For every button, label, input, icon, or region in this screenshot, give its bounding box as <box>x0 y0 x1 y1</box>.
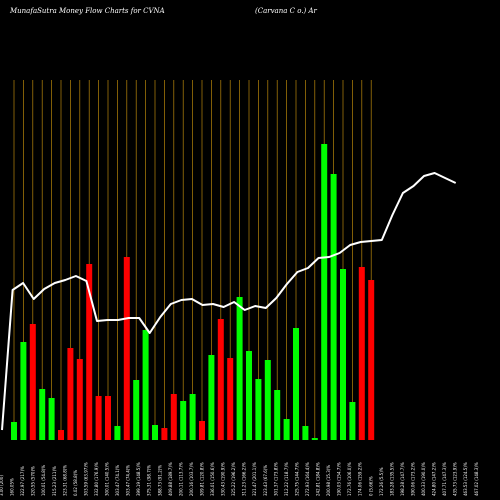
money-inflow-bar <box>340 269 346 440</box>
x-tick-label: 174.06 (159.2)% <box>358 462 363 496</box>
x-tick-label: 172.26 (5.5)% <box>379 467 384 496</box>
x-tick-label: 160.05% <box>10 478 15 496</box>
x-tick-label: 332.80 (176.9)% <box>94 462 99 496</box>
money-inflow-bar <box>114 426 121 440</box>
x-tick-label: 435.73 (123.9)% <box>453 462 458 496</box>
x-tick-labels: 3.00 (200) 160.05% 322.97 (217)% 320.55 (57… <box>0 462 479 496</box>
money-inflow-bar <box>302 426 309 440</box>
x-tick-label: 424.80 (147.2)% <box>432 462 437 496</box>
x-tick-label: 323.31 (68.8)% <box>62 465 67 496</box>
money-inflow-bar <box>189 394 196 440</box>
money-inflow-bar <box>274 390 281 440</box>
x-tick-label: 272.93 (164.4)% <box>305 462 310 496</box>
money-inflow-bar <box>321 144 328 440</box>
x-tick-label: 0.02 (58.8)% <box>73 470 78 496</box>
money-outflow-bar <box>161 428 168 440</box>
chart-title: MunafaSutra Money Flow Charts for CVNA <box>9 7 165 15</box>
money-inflow-bar <box>142 330 149 440</box>
x-tick-label: 312.22 (118.7)% <box>284 462 289 496</box>
money-inflow-bar <box>152 425 158 440</box>
x-tick-label: 321.47 (201.1)% <box>252 462 257 496</box>
money-outflow-bar <box>199 421 205 440</box>
money-inflow-bar <box>283 419 290 440</box>
x-tick-label: 400.33 (190.0)% <box>421 462 426 496</box>
money-outflow-bar <box>86 264 93 440</box>
money-inflow-bar <box>246 351 252 440</box>
money-inflow-bar <box>311 438 318 440</box>
money-inflow-bar <box>11 422 17 440</box>
x-tick-label: 301.37 (173.8)% <box>273 462 278 496</box>
x-tick-label: 375.31 (98.7)% <box>147 465 152 496</box>
money-outflow-bar <box>123 257 130 440</box>
x-tick-label: 198.28 (147.7)% <box>400 462 405 496</box>
x-tick-label: 300.01 (140.5)% <box>105 462 110 496</box>
money-inflow-bar <box>39 389 46 440</box>
x-tick-label: 303.47 (74.4)% <box>126 465 131 496</box>
money-outflow-bar <box>76 359 83 440</box>
money-outflow-bar <box>217 319 224 440</box>
money-inflow-bar <box>208 355 215 440</box>
money-inflow-bar <box>293 328 299 440</box>
money-outflow-bar <box>58 430 64 440</box>
money-inflow-bar <box>255 379 262 440</box>
x-tick-label: 390.06 (173.2)% <box>411 462 416 496</box>
money-inflow-bar <box>133 380 140 440</box>
money-inflow-bar <box>264 360 271 440</box>
money-outflow-bar <box>105 396 111 440</box>
x-tick-label: 190.03 (154.7)% <box>337 462 342 496</box>
x-tick-label: 0 (5.66)% <box>368 476 373 496</box>
x-tick-label: 200.11 (113.7)% <box>178 462 183 496</box>
money-outflow-bar <box>170 394 177 440</box>
x-tick-label: 463.53 (124.5)% <box>463 462 468 496</box>
x-tick-label: 242.81 (184.8)% <box>316 462 321 496</box>
money-inflow-bar <box>330 174 337 440</box>
money-inflow-bar <box>20 342 27 440</box>
money-flow-bars <box>11 144 375 440</box>
money-outflow-bar <box>67 348 74 440</box>
company-name: (Carvana C o.) Ar <box>255 7 318 15</box>
money-outflow-bar <box>227 358 234 440</box>
x-tick-label: 311.23 (166.2)% <box>242 462 247 496</box>
x-tick-label: 315.23 (211)% <box>52 466 57 496</box>
x-tick-label: 100.01 (54.8)% <box>41 465 46 496</box>
x-tick-label: 320.55 (570)% <box>31 466 36 496</box>
money-inflow-bar <box>236 297 243 440</box>
x-tick-label: 325.22 (196.2)% <box>231 462 236 496</box>
x-tick-label: 467.02 (148.3)% <box>474 462 479 496</box>
x-tick-label: 200.98 (15.3)% <box>326 465 331 496</box>
x-tick-label: 303.47 (74.1)% <box>115 465 120 496</box>
money-inflow-bar <box>180 401 187 440</box>
x-tick-label: 3.00 (200) <box>0 475 4 496</box>
x-tick-label: 309.81 (120.8)% <box>200 462 205 496</box>
money-outflow-bar <box>29 324 36 440</box>
x-tick-label: 172.76 (106.0)% <box>347 462 352 496</box>
x-tick-label: 330.43 (190.9)% <box>221 462 226 496</box>
x-tick-label: 303.59 (63.97)% <box>83 462 88 496</box>
x-tick-label: 200.16 (103.7)% <box>189 462 194 496</box>
x-tick-label: 325.75 (144.7)% <box>294 462 299 496</box>
x-tick-label: 183.28 (135.5)% <box>389 462 394 496</box>
x-tick-label: 388.73 (91.2)% <box>157 465 162 496</box>
money-inflow-bar <box>349 402 356 440</box>
money-outflow-bar <box>95 396 102 440</box>
money-outflow-bar <box>358 267 365 440</box>
x-tick-label: 399.19 (148.5)% <box>136 462 141 496</box>
money-inflow-bar <box>48 398 55 440</box>
x-tick-label: 407.71 (147.3)% <box>442 462 447 496</box>
price-line <box>1 172 457 431</box>
x-tick-label: 336.01 (150.6)% <box>210 462 215 496</box>
money-outflow-bar <box>368 280 375 440</box>
x-tick-label: 409.88 (189.7)% <box>168 462 173 496</box>
x-tick-label: 322.97 (217)% <box>20 466 25 496</box>
x-tick-label: 323.43 (67.6)% <box>263 465 268 496</box>
